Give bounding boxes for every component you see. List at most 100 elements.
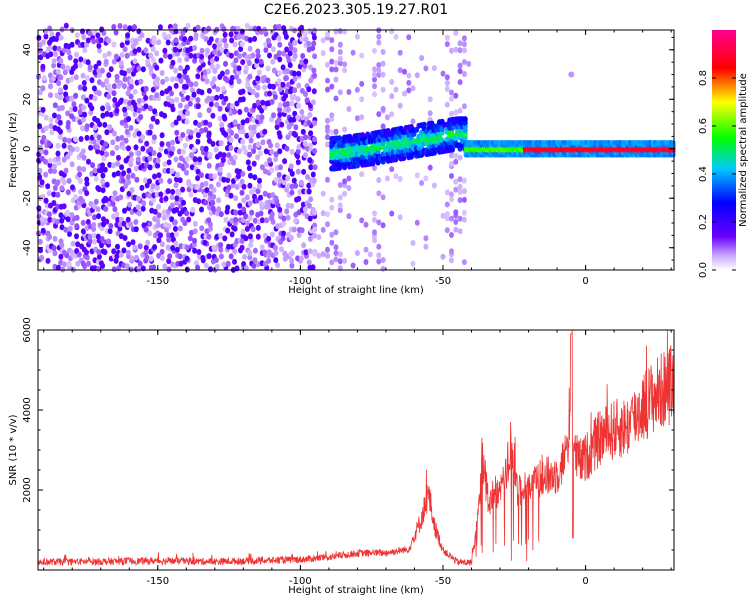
spectrogram-cell (206, 87, 212, 94)
spectrogram-cell (128, 221, 134, 228)
spectrogram-cell (199, 182, 205, 188)
spectrogram-cell (222, 37, 228, 44)
spectrogram-cell (102, 195, 108, 202)
spectrogram-cell (188, 81, 194, 88)
spectrogram-cell (125, 249, 131, 256)
spectrogram-cell (172, 23, 178, 30)
spectrogram-cell (111, 266, 117, 273)
spectrogram-cell (228, 110, 234, 117)
spectrogram-cell (453, 209, 459, 216)
spectrogram-cell (239, 178, 245, 185)
spectrogram-cell (300, 53, 306, 59)
spectrogram-cell (228, 192, 234, 199)
spectrogram-cell (70, 146, 76, 153)
spectrogram-cell (296, 102, 302, 109)
spectrogram-cell (169, 90, 174, 97)
spectrogram-cell (121, 83, 127, 90)
spectrogram-cell (423, 243, 429, 250)
spectrogram-cell (302, 206, 308, 213)
spectrogram-cell (376, 219, 382, 226)
spectrogram-cell (207, 151, 213, 158)
spectrogram-cell (252, 257, 258, 264)
spectrogram-cell (444, 211, 450, 218)
x-tick-label: -150 (146, 576, 169, 587)
spectrogram-cell (169, 216, 175, 223)
spectrogram-cell (74, 214, 80, 221)
spectrogram-cell (41, 75, 47, 82)
spectrogram-cell (239, 238, 245, 244)
spectrogram-cell (214, 94, 220, 101)
spectrogram-cell (96, 60, 102, 67)
spectrogram-cell (248, 25, 254, 32)
spectrogram-cell (73, 63, 79, 70)
spectrogram-cell (167, 53, 173, 60)
spectrogram-cell (124, 263, 130, 270)
spectrogram-cell (59, 217, 65, 224)
spectrogram-cell (273, 156, 279, 163)
spectrogram-cell (38, 54, 44, 61)
spectrogram-cell (342, 190, 348, 197)
spectrogram-cell (43, 197, 49, 204)
spectrogram-cell (461, 216, 467, 223)
spectrogram-cell (449, 232, 454, 238)
spectrogram-x-ticks: -150 -100 -50 0 (43, 30, 672, 287)
spectrogram-cell (325, 86, 330, 93)
spectrogram-cell (421, 121, 427, 128)
spectrogram-cell (306, 188, 312, 195)
spectrogram-cell (104, 151, 109, 158)
spectrogram-cell (184, 104, 190, 111)
spectrogram-cell (122, 70, 127, 77)
spectrogram-cell (240, 138, 246, 145)
spectrogram-cell (291, 226, 297, 233)
spectrogram-cell (247, 254, 253, 261)
spectrogram-cell (218, 242, 224, 248)
spectrogram-cell (150, 46, 156, 53)
spectrogram-cell (329, 37, 335, 44)
spectrogram-cell (251, 124, 257, 131)
spectrogram-cell (410, 240, 416, 246)
spectrogram-cell (307, 112, 313, 118)
spectrogram-cell (167, 178, 173, 185)
spectrogram-cell (320, 210, 326, 217)
spectrogram-cell (111, 248, 117, 255)
spectrogram-cell (130, 239, 136, 246)
spectrogram-cell (457, 62, 463, 69)
spectrogram-cell (103, 141, 109, 148)
spectrogram-cell (78, 136, 84, 142)
spectrogram-cell (376, 258, 382, 265)
spectrogram-cell (265, 65, 271, 72)
spectrogram-cell (329, 58, 335, 65)
spectrogram-cell (129, 255, 135, 262)
spectrogram-cell (119, 97, 124, 104)
spectrogram-cell (176, 190, 182, 197)
spectrogram-cell (346, 106, 352, 112)
spectrogram-cell (72, 106, 78, 112)
spectrogram-cell (63, 91, 69, 98)
spectrogram-cell (271, 67, 277, 74)
spectrogram-cell (132, 58, 138, 65)
spectrogram-cell (337, 202, 343, 209)
spectrogram-cell (251, 148, 257, 154)
spectrogram-cell (247, 215, 253, 222)
spectrogram-cell (241, 206, 247, 213)
spectrogram-cell (136, 102, 142, 109)
spectrogram-cell (65, 189, 71, 196)
spectrogram-cell (125, 32, 131, 39)
spectrogram-cell (65, 110, 71, 117)
spectrogram-cell (308, 142, 314, 149)
spectrogram-cell (372, 210, 377, 217)
spectrogram-cell (376, 39, 382, 46)
spectrogram-cell (93, 63, 99, 70)
spectrogram-cell (444, 189, 450, 196)
spectrogram-cell (50, 75, 56, 82)
spectrogram-cell (152, 208, 158, 215)
spectrogram-cell (312, 72, 318, 79)
spectrogram-cell (461, 177, 467, 184)
spectrogram-cell (67, 54, 73, 61)
spectrogram-cell (55, 191, 61, 198)
spectrogram-cell (140, 205, 146, 212)
spectrogram-cell (53, 51, 58, 58)
spectrogram-cell (393, 173, 399, 180)
spectrogram-cell (280, 235, 286, 242)
spectrogram-cell (242, 253, 248, 260)
